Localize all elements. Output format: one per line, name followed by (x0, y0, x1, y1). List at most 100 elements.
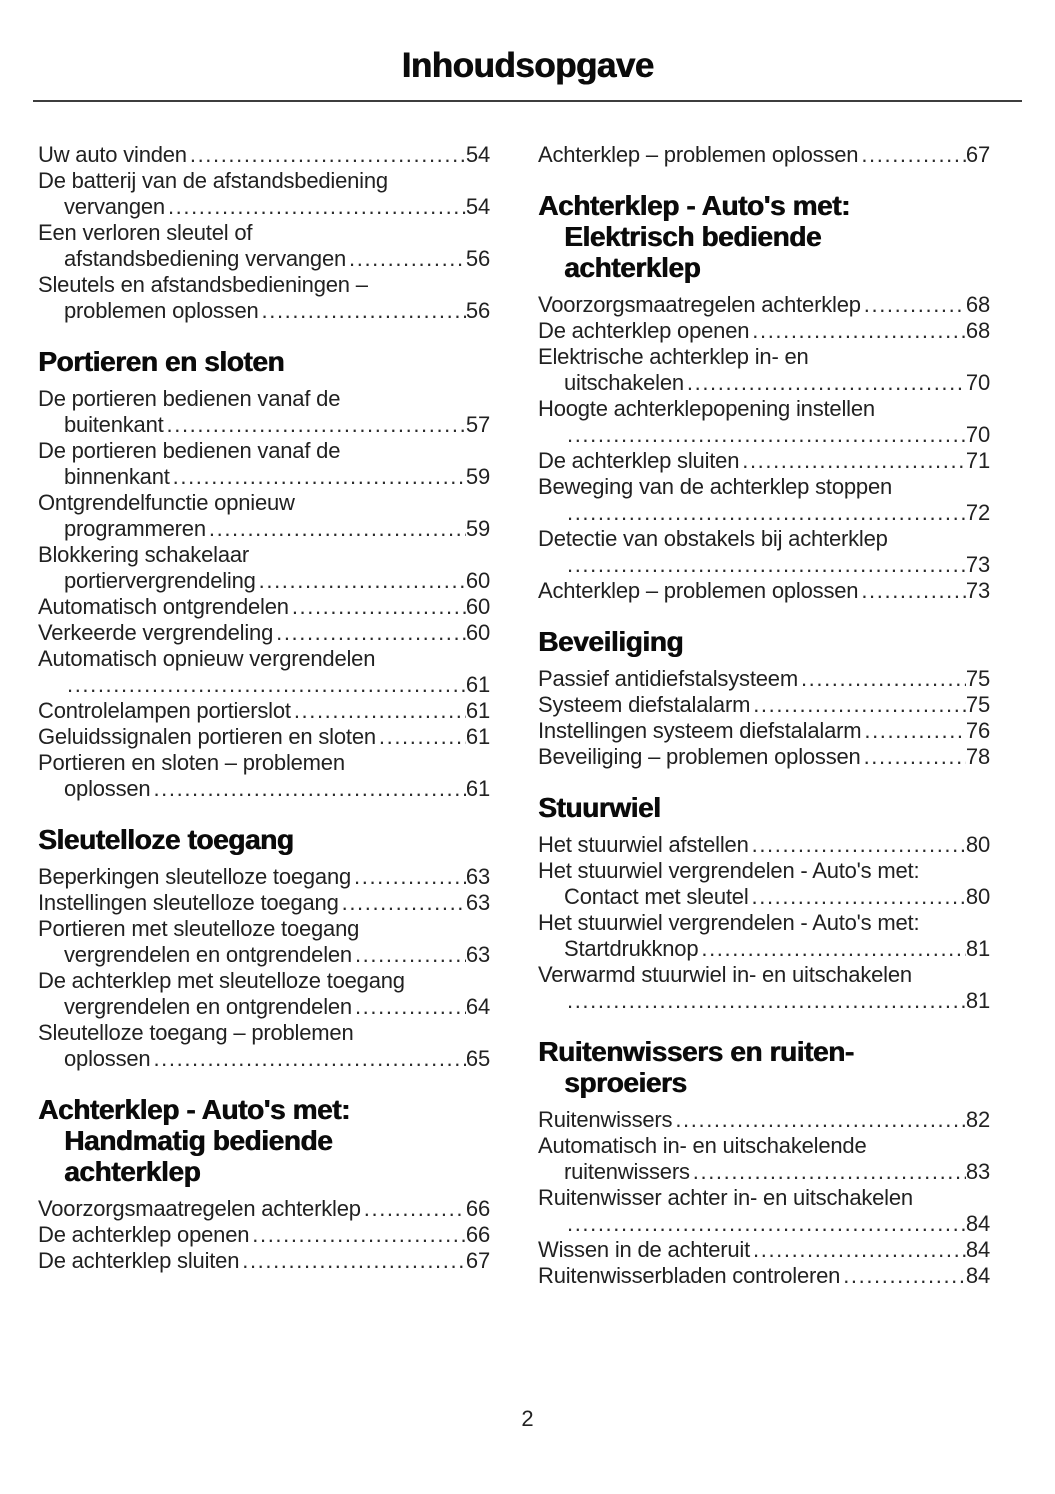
toc-entry-line: ruitenwissers 83 (538, 1159, 990, 1185)
toc-entry-title: Startdrukknop (564, 936, 699, 961)
toc-entry-title: oplossen (64, 1046, 151, 1071)
toc-entry: Detectie van obstakels bij achterklep 73 (538, 526, 990, 578)
dot-leader (165, 194, 466, 220)
toc-entry-line: Het stuurwiel vergrendelen - Auto's met: (538, 858, 990, 884)
toc-entry-line: afstandsbediening vervangen 56 (38, 246, 490, 272)
toc-entry-title: Het stuurwiel afstellen (538, 832, 749, 857)
toc-entry-title: De achterklep sluiten (38, 1248, 240, 1273)
toc-entry-title: vergrendelen en ontgrendelen (64, 994, 352, 1019)
toc-entry-page: 75 (965, 666, 990, 691)
toc-entry: De achterklep met sleutelloze toegang ver… (38, 968, 490, 1020)
toc-entry-line: Portieren en sloten – problemen (38, 750, 490, 776)
dot-leader (861, 718, 966, 744)
toc-entry: Wissen in de achteruit 84 (538, 1237, 990, 1263)
toc-columns: Uw auto vinden54De batterij van de afsta… (0, 102, 1055, 1289)
toc-entry: Voorzorgsmaatregelen achterklep 68 (538, 292, 990, 318)
toc-entry-page: 60 (465, 568, 490, 593)
toc-entry-line: 73 (538, 552, 990, 578)
toc-entry-title: portiervergrendeling (64, 568, 256, 593)
toc-entry-page: 60 (465, 620, 490, 645)
section-heading-line: achterklep (64, 1156, 201, 1187)
toc-entry-page: 81 (965, 936, 990, 961)
section-heading: Ruitenwissers en ruiten-sproeiers (538, 1036, 990, 1098)
toc-entry-line: Beperkingen sleutelloze toegang 63 (38, 864, 490, 890)
toc-entry-line: Instellingen sleutelloze toegang 63 (38, 890, 490, 916)
toc-entry-line: Ruitenwisserbladen controleren 84 (538, 1263, 990, 1289)
dot-leader (361, 1196, 466, 1222)
toc-entry-title: Hoogte achterklepopening instellen (538, 396, 875, 421)
toc-entry: Achterklep – problemen oplossen 73 (538, 578, 990, 604)
toc-entry-line: Een verloren sleutel of (38, 220, 490, 246)
toc-entry-line: Sleutels en afstandsbedieningen – (38, 272, 490, 298)
toc-entry-page: 78 (965, 744, 990, 769)
toc-entry-line: vergrendelen en ontgrendelen 64 (38, 994, 490, 1020)
toc-entry: De batterij van de afstandsbediening verv… (38, 168, 490, 220)
dot-leader (690, 1159, 966, 1185)
toc-entry-title: De batterij van de afstandsbediening (38, 168, 388, 193)
toc-entry: Automatisch opnieuw vergrendelen 61 (38, 646, 490, 698)
toc-entry-title: Ruitenwissers (538, 1107, 673, 1132)
toc-entry-page: 68 (965, 318, 990, 343)
toc-entry-page: 70 (965, 422, 990, 447)
toc-entry-title: Uw auto vinden (38, 142, 187, 167)
toc-entry-line: Geluidssignalen portieren en sloten 61 (38, 724, 490, 750)
toc-entry-line: Controlelampen portierslot 61 (38, 698, 490, 724)
dot-leader (170, 464, 466, 490)
section-heading-line: Beveiliging (538, 626, 683, 657)
toc-entry-page: 80 (965, 884, 990, 909)
toc-entry-title: Achterklep – problemen oplossen (538, 578, 859, 603)
dot-leader (187, 142, 466, 168)
toc-entry-title: Portieren met sleutelloze toegang (38, 916, 360, 941)
dot-leader (749, 318, 966, 344)
dot-leader (750, 1237, 966, 1263)
dot-leader (291, 698, 466, 724)
section-heading: Beveiliging (538, 626, 990, 657)
section-heading: Sleutelloze toegang (38, 824, 490, 855)
dot-leader (346, 246, 466, 272)
toc-entry-title: oplossen (64, 776, 151, 801)
dot-leader (684, 370, 966, 396)
toc-entry-page: 81 (965, 988, 990, 1013)
toc-entry-line: De batterij van de afstandsbediening (38, 168, 490, 194)
toc-entry-title: ruitenwissers (564, 1159, 690, 1184)
toc-entry-page: 61 (465, 776, 490, 801)
toc-entry-line: 84 (538, 1211, 990, 1237)
toc-entry-line: Het stuurwiel afstellen 80 (538, 832, 990, 858)
toc-entry: Instellingen sleutelloze toegang 63 (38, 890, 490, 916)
toc-entry-line: buitenkant 57 (38, 412, 490, 438)
section-heading-line: Portieren en sloten (38, 346, 285, 377)
toc-entry-line: Blokkering schakelaar (38, 542, 490, 568)
toc-entry-line: binnenkant 59 (38, 464, 490, 490)
dot-leader (840, 1263, 966, 1289)
toc-entry-line: Verkeerde vergrendeling 60 (38, 620, 490, 646)
toc-entry-title: binnenkant (64, 464, 170, 489)
dot-leader (351, 864, 466, 890)
toc-entry-line: Voorzorgsmaatregelen achterklep 68 (538, 292, 990, 318)
toc-entry: Voorzorgsmaatregelen achterklep 66 (38, 1196, 490, 1222)
dot-leader (564, 552, 966, 578)
toc-entry: De portieren bedienen vanaf de binnenkant… (38, 438, 490, 490)
toc-entry-page: 54 (465, 194, 490, 219)
dot-leader (861, 744, 966, 770)
toc-entry-line: Portieren met sleutelloze toegang (38, 916, 490, 942)
toc-entry-page: 61 (465, 698, 490, 723)
toc-entry-title: Ruitenwisser achter in- en uitschakelen (538, 1185, 913, 1210)
toc-entry: Ruitenwissers 82 (538, 1107, 990, 1133)
toc-entry-title: Voorzorgsmaatregelen achterklep (38, 1196, 361, 1221)
toc-entry-title: Automatisch ontgrendelen (38, 594, 289, 619)
toc-entry-page: 68 (965, 292, 990, 317)
dot-leader (858, 142, 966, 168)
toc-entry-line: Beveiliging – problemen oplossen 78 (538, 744, 990, 770)
section-heading-line: Handmatig bediende (64, 1125, 333, 1156)
toc-entry: Een verloren sleutel of afstandsbediening… (38, 220, 490, 272)
dot-leader (376, 724, 466, 750)
dot-leader (164, 412, 466, 438)
toc-entry-title: Systeem diefstalalarm (538, 692, 751, 717)
toc-entry-title: Ontgrendelfunctie opnieuw (38, 490, 295, 515)
dot-leader (564, 988, 966, 1014)
toc-entry-title: Sleutels en afstandsbedieningen – (38, 272, 368, 297)
toc-entry-page: 63 (465, 890, 490, 915)
toc-entry-title: problemen oplossen (64, 298, 259, 323)
toc-entry-line: Ruitenwisser achter in- en uitschakelen (538, 1185, 990, 1211)
